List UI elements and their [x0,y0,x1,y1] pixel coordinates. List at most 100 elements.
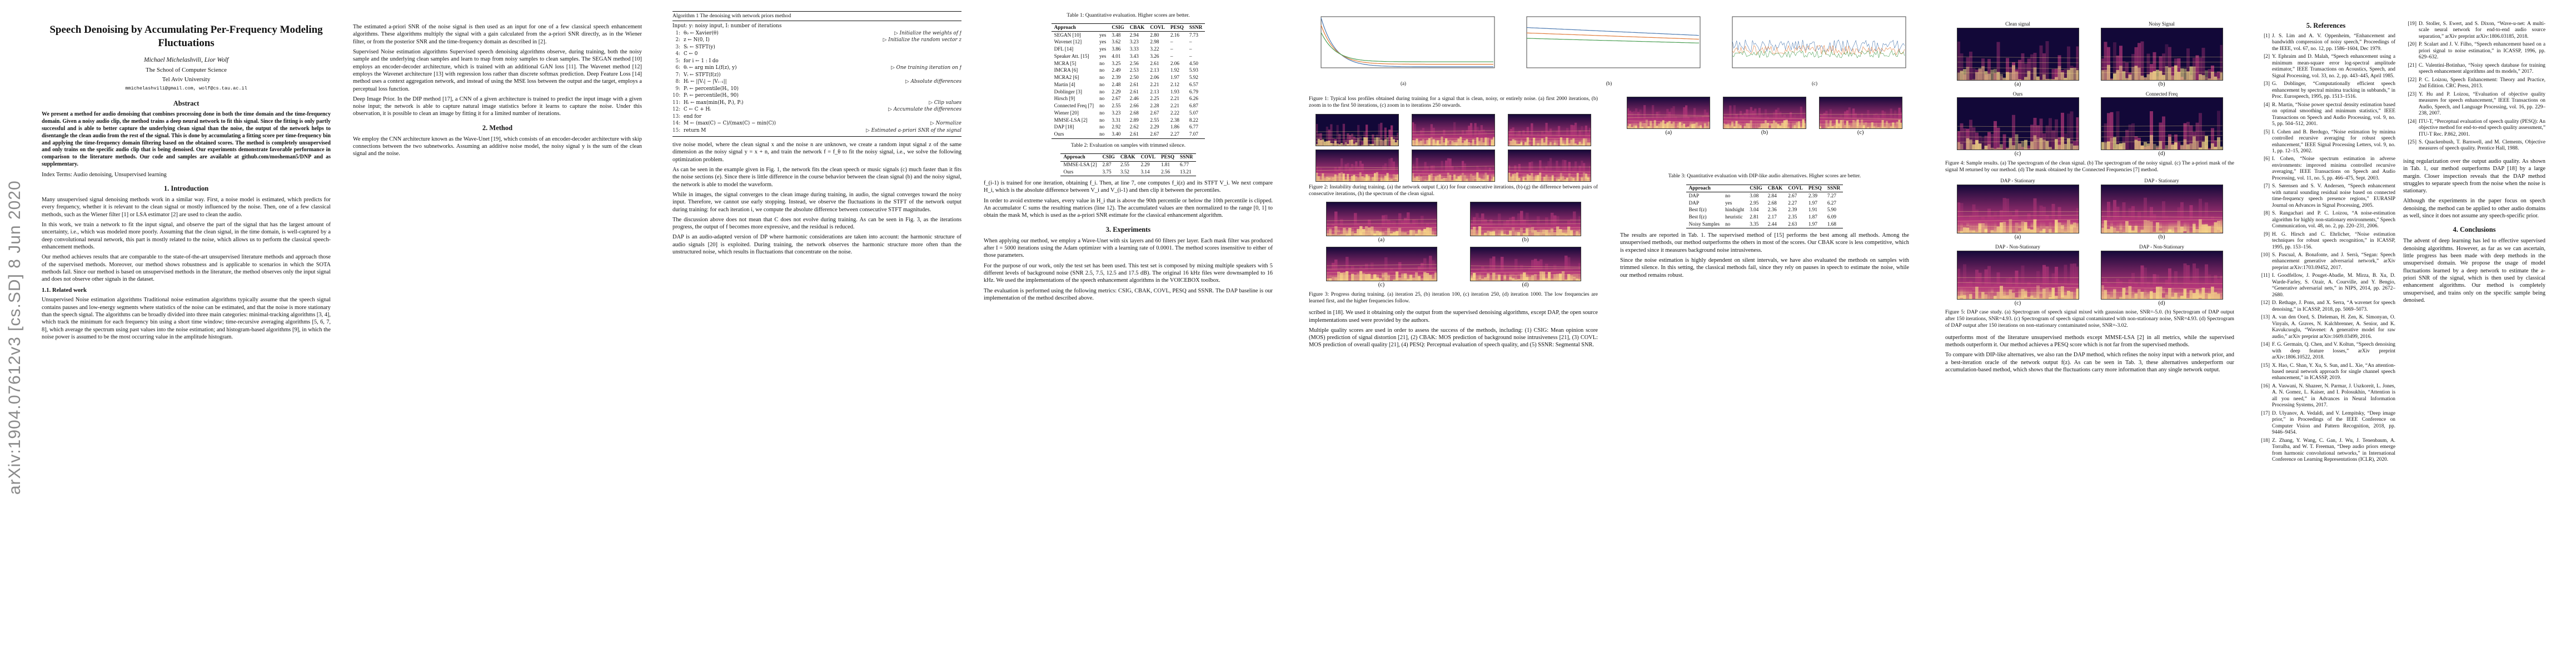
table-row: Best f(z) hindsight 3.04 2.36 2.39 1.91 5.90 [1686,207,1843,214]
spectrogram-energy [2125,221,2129,233]
spectrogram-band [2110,78,2113,81]
spectrogram-band [1827,121,1830,129]
spectrogram-energy [1370,226,1373,237]
spectrogram-band [1449,158,1452,182]
spectrogram-energy [2183,288,2186,300]
spectrogram-energy [2195,141,2199,151]
spectrogram-panel: (a) [1312,202,1451,243]
spectrogram [2100,27,2223,81]
page-4: Clean signal (a) Noisy Signal (b) Ours (c) Con… [1937,11,2554,656]
spectrogram-energy [1528,144,1531,146]
spectrogram-energy [2002,296,2006,300]
spectrogram-band [1406,268,1409,282]
table-cell: 2.39 [1788,207,1797,213]
harmonic-line [1326,223,1437,225]
spectrogram-energy [1696,122,1698,129]
spectrogram-energy [1516,172,1518,182]
spectrogram-frame [1316,113,1399,146]
spectrogram-energy [1483,232,1487,237]
spectrogram-band [2106,113,2110,151]
spectrogram-energy [1580,143,1583,146]
reference-item: [21] C. Valentini-Botinhao, “Noisy speech… [2403,63,2545,76]
spectrogram-energy [1351,273,1354,282]
spectrogram-energy [2208,293,2211,300]
spectrogram-band [2116,206,2119,233]
spectrogram-energy [1364,274,1368,282]
spectrogram-energy [2210,71,2214,81]
spectrogram-band [2155,147,2159,151]
table-header-cell: SSNR [1827,185,1841,191]
harmonic-line [1507,137,1591,140]
spectrogram-energy [1378,137,1381,146]
spectrogram-energy [1731,121,1734,129]
algorithm-line-n: 9: [675,86,680,92]
spectrogram-energy [1497,275,1501,282]
spectrogram-energy [2146,220,2150,233]
spectrogram-band [1483,219,1487,237]
spectrogram-band [2186,122,2190,151]
spectrogram-band [2076,46,2079,81]
spectrogram-band [1981,58,1985,81]
spectrogram-energy [1984,294,1987,300]
algorithm-line-code: Hᵢ ← ||Vᵢ| − |Vᵢ₋₁|| [684,79,727,85]
spectrogram-band [1463,163,1466,182]
table-cell: DFL [14] [1054,46,1074,52]
spectrogram-energy [1568,173,1571,182]
spectrogram-band [1850,118,1853,129]
spectrogram-band [2030,54,2034,81]
spectrogram-energy [2104,69,2107,81]
spectrogram-band [1392,272,1396,282]
spectrogram-band [1570,175,1573,182]
spectrogram-band [1572,211,1576,237]
paper-title: Speech Denoising by Accumulating Per-Fre… [49,24,323,49]
spectrogram-band [1793,115,1796,129]
spectrogram-energy [1561,233,1564,237]
panel-label: (c) [2014,151,2021,157]
spectrogram-band [1351,266,1354,282]
spectrogram-energy [2060,137,2064,151]
spectrogram-energy [1426,227,1429,237]
spectrogram-band [1336,125,1339,146]
spectrogram-band [1419,173,1423,182]
spectrogram-energy [1704,123,1707,129]
table-cell: 2.44 [1767,221,1777,227]
spectrogram-band [2180,202,2184,233]
conclusions-paragraph: The advent of deep learning has led to e… [2403,238,2545,303]
table-header-cell: Approach [1054,24,1076,30]
author-emails[interactable]: mmichelashvili@gmail.com, wolf@cs.tau.ac… [125,85,247,91]
spectrogram-energy [1469,229,1473,237]
reference-item: [19] D. Stoller, S. Ewert, and S. Dixon, … [2403,21,2545,40]
spectrogram-band [1516,132,1518,146]
spectrogram-energy [2104,290,2107,300]
spectrogram-energy [1397,140,1399,146]
table-cell: 2.63 [1788,221,1797,227]
spectrogram-band [1877,115,1880,129]
table-header-cell: CSIG [1112,24,1124,30]
spectrogram-energy [2168,67,2171,81]
spectrogram-band [2186,265,2190,300]
spectrogram-energy [1518,143,1521,146]
spectrogram-energy [1990,230,1994,233]
spectrogram-band [1469,223,1473,237]
table-cell: 3.33 [1129,46,1139,52]
panel-label: (a) [1378,237,1385,243]
spectrogram-band [1503,221,1506,237]
spectrogram-band [1541,168,1543,182]
spectrogram-band [1513,143,1517,146]
table-cell: 3.14 [1140,168,1150,175]
spectrogram-panel: DAP - Stationary (b) [2092,178,2231,241]
table-cell: 6.77 [1180,162,1189,168]
spectrogram-band [1434,226,1437,237]
spectrogram-energy [1990,69,1994,81]
table-cell: DAP [1688,192,1700,198]
spectrogram-band [1337,232,1340,237]
spectrogram-band [1561,235,1564,237]
spectrogram-energy [2174,142,2178,151]
page2-left-column: Algorithm 1 The denoising with network p… [672,11,961,656]
spectrogram-band [1996,42,2000,81]
algorithm-line: 15: return M ▷ Estimated a-priori SNR of t… [672,127,961,134]
method-paragraph: f_(i-1) is trained for one iteration, ob… [984,180,1273,194]
spectrogram-band [1890,108,1892,129]
algorithm-line-code: θ₀ ← Xavier(θ) [684,30,719,36]
table-header-cell: PESQ [1161,154,1175,160]
